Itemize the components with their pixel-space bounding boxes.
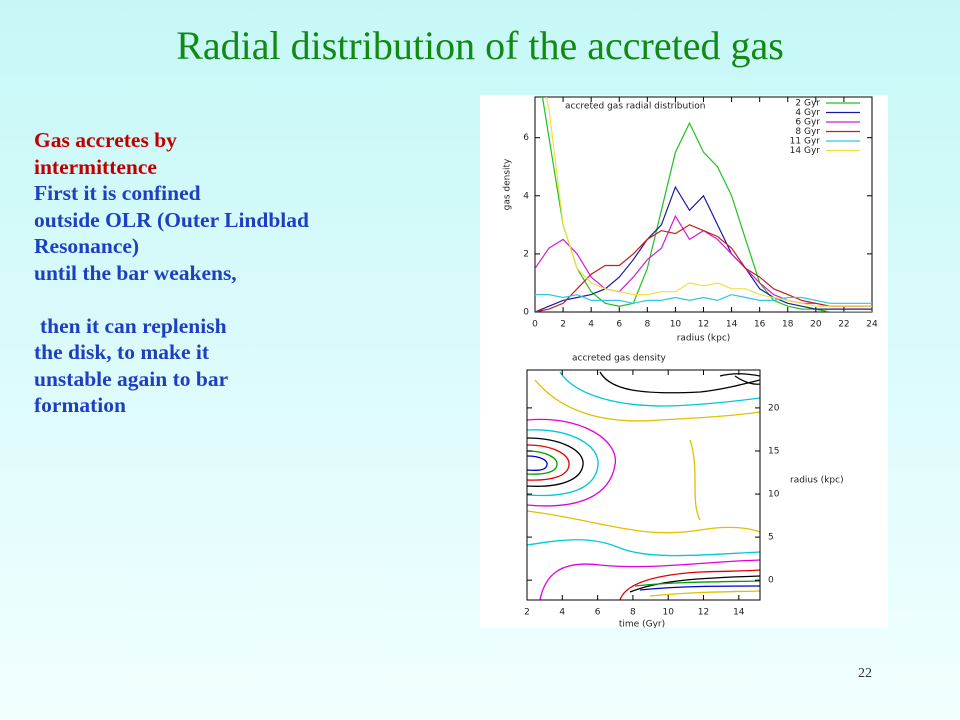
series-group <box>535 97 872 312</box>
y-tick-label: 10 <box>768 490 780 500</box>
y-tick-label: 0 <box>523 308 529 318</box>
contour-line <box>527 539 760 557</box>
contour-line <box>629 575 760 593</box>
x-tick-label: 4 <box>559 608 565 618</box>
y-tick-label: 20 <box>768 403 780 413</box>
contour-line <box>527 437 584 487</box>
y-axis-label: gas density <box>503 158 513 210</box>
legend-label: 11 Gyr <box>790 137 821 147</box>
legend-label: 4 Gyr <box>795 108 820 118</box>
x-axis-label: radius (kpc) <box>677 334 731 344</box>
x-tick-label: 10 <box>670 320 682 330</box>
contour-line <box>639 585 760 591</box>
chart-title: accreted gas density <box>572 354 667 364</box>
contour-line <box>534 379 760 422</box>
contour-line <box>689 439 701 521</box>
x-tick-label: 18 <box>782 320 794 330</box>
x-axis-label: time (Gyr) <box>619 620 665 629</box>
x-tick-label: 20 <box>810 320 822 330</box>
y-tick-label: 2 <box>523 249 529 259</box>
text-line: intermittence <box>34 154 157 179</box>
text-line: First it is confined <box>34 181 201 205</box>
data-line <box>545 97 872 307</box>
text-line: Gas accretes by <box>34 128 177 152</box>
y-axis-label: radius (kpc) <box>790 476 844 486</box>
contour-line <box>527 455 548 471</box>
text-line: the disk, to make it <box>34 340 209 364</box>
slide-title: Radial distribution of the accreted gas <box>176 23 784 68</box>
legend-label: 14 Gyr <box>790 146 821 156</box>
contour-line <box>539 559 760 600</box>
y-tick-label: 6 <box>523 133 529 143</box>
contour-line <box>527 444 570 481</box>
x-tick-label: 6 <box>616 320 622 330</box>
legend-label: 6 Gyr <box>795 118 820 128</box>
y-tick-label: 15 <box>768 446 779 456</box>
x-tick-label: 0 <box>532 320 538 330</box>
data-line <box>535 293 872 304</box>
plot-frame <box>526 369 761 601</box>
text-line: then it can replenish <box>40 313 227 338</box>
x-tick-label: 6 <box>595 608 601 618</box>
contour-line <box>634 580 760 587</box>
contour-line <box>527 450 558 475</box>
y-tick-label: 5 <box>768 533 774 543</box>
figure-background <box>480 95 888 628</box>
chart-title: accreted gas radial distribution <box>565 102 705 112</box>
text-line: formation <box>34 393 126 417</box>
x-tick-label: 2 <box>524 608 530 618</box>
contour-line <box>559 371 760 407</box>
contour-line <box>649 590 760 597</box>
y-tick-label: 0 <box>768 576 774 586</box>
text-line: unstable again to bar <box>34 366 229 391</box>
legend-label: 2 Gyr <box>795 99 820 109</box>
page-number: 22 <box>858 666 872 681</box>
contour-line <box>527 429 599 497</box>
contour-line <box>719 373 760 385</box>
slide-body: Gas accretes by intermittence First it i… <box>34 127 474 419</box>
data-line <box>535 185 872 312</box>
x-tick-label: 10 <box>662 608 674 618</box>
x-tick-label: 14 <box>733 608 745 618</box>
x-tick-label: 8 <box>630 608 636 618</box>
x-tick-label: 24 <box>866 320 878 330</box>
contour-lines <box>527 371 760 600</box>
x-tick-label: 2 <box>560 320 566 330</box>
text-line: Resonance) <box>34 234 140 258</box>
y-tick-label: 4 <box>523 191 529 201</box>
text-line: outside OLR (Outer Lindblad <box>34 207 309 232</box>
legend-label: 8 Gyr <box>795 127 820 137</box>
contour-line <box>527 418 616 507</box>
x-tick-label: 4 <box>588 320 594 330</box>
x-tick-label: 16 <box>754 320 766 330</box>
contour-line <box>527 510 760 534</box>
text-line: until the bar weakens, <box>34 260 237 285</box>
x-tick-label: 12 <box>698 320 709 330</box>
x-tick-label: 22 <box>838 320 849 330</box>
data-line <box>535 224 872 312</box>
x-tick-label: 14 <box>726 320 738 330</box>
contour-line <box>619 569 760 600</box>
x-tick-label: 12 <box>698 608 709 618</box>
contour-line <box>599 371 760 394</box>
x-tick-label: 8 <box>644 320 650 330</box>
